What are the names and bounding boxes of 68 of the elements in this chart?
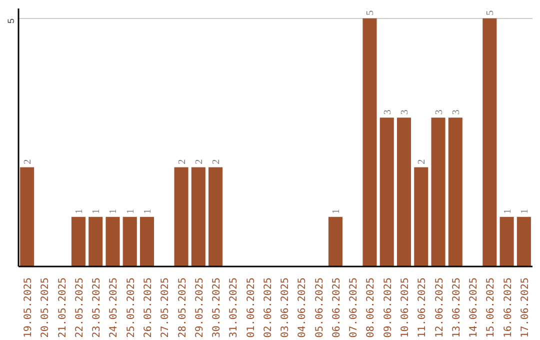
data-label: 1 [108,208,120,214]
x-tick-label: 10.06.2025 [400,277,411,338]
x-tick-label: 19.05.2025 [23,277,34,338]
bar [431,118,446,266]
x-tick-label: 21.05.2025 [57,277,68,338]
data-label: 1 [91,208,102,214]
bar [174,167,188,266]
x-tick-label: 31.05.2025 [228,277,240,338]
bar [88,216,103,266]
bar [71,216,86,266]
data-label: 2 [211,159,222,164]
bar [500,216,514,266]
bar [380,118,394,266]
x-tick-label: 17.06.2025 [520,277,531,338]
data-label: 1 [502,208,514,214]
bar [516,216,531,266]
data-label: 3 [400,110,410,115]
data-label: 1 [74,208,85,214]
data-label: 1 [519,208,530,214]
x-tick-label: 25.05.2025 [126,277,137,338]
data-label: 3 [434,110,445,115]
x-tick-label: 30.05.2025 [212,277,223,338]
x-tick-label: 12.06.2025 [434,277,446,338]
bar [191,167,206,266]
data-label: 2 [22,159,34,164]
x-tick-label: 11.06.2025 [417,277,428,338]
bar [396,118,412,266]
x-tick-label: 24.05.2025 [108,277,120,338]
bar [448,118,462,266]
x-tick-label: 05.06.2025 [314,277,326,338]
x-tick-label: 06.06.2025 [331,277,342,338]
data-label: 2 [194,159,205,164]
data-label: 2 [416,159,428,164]
bar [208,167,223,266]
bar [106,216,120,266]
bar [414,167,428,266]
bar [20,167,34,266]
x-tick-label: 09.06.2025 [382,277,394,338]
x-tick-label: 08.06.2025 [366,277,377,338]
data-label: 3 [450,110,462,115]
bar [140,216,154,266]
data-label: 1 [330,208,342,214]
x-tick-label: 22.05.2025 [74,277,86,338]
x-tick-label: 01.06.2025 [246,277,257,338]
x-tick-label: 28.05.2025 [177,277,188,338]
x-tick-label: 23.05.2025 [92,277,103,338]
bar [362,18,377,266]
x-tick-label: 20.05.2025 [40,277,52,338]
data-label: 1 [125,208,136,214]
bar [482,18,497,266]
x-tick-label: 16.06.2025 [502,277,514,338]
x-tick-label: 29.05.2025 [194,277,206,338]
x-tick-label: 07.06.2025 [348,277,360,338]
x-tick-label: 03.06.2025 [280,277,292,338]
x-tick-label: 04.06.2025 [297,277,308,338]
x-tick-label: 26.05.2025 [143,277,154,338]
x-tick-label: 13.06.2025 [451,277,462,338]
data-label: 5 [365,10,376,16]
x-tick-label: 02.06.2025 [262,277,274,338]
bar [328,216,342,266]
data-label: 3 [382,110,394,115]
data-label: 1 [142,208,154,214]
data-label: 2 [176,159,188,164]
x-tick-label: 15.06.2025 [486,277,497,338]
data-label: 5 [485,10,496,16]
x-tick-label: 27.05.2025 [160,277,172,338]
bar [122,216,137,266]
x-tick-label: 14.06.2025 [468,277,480,338]
